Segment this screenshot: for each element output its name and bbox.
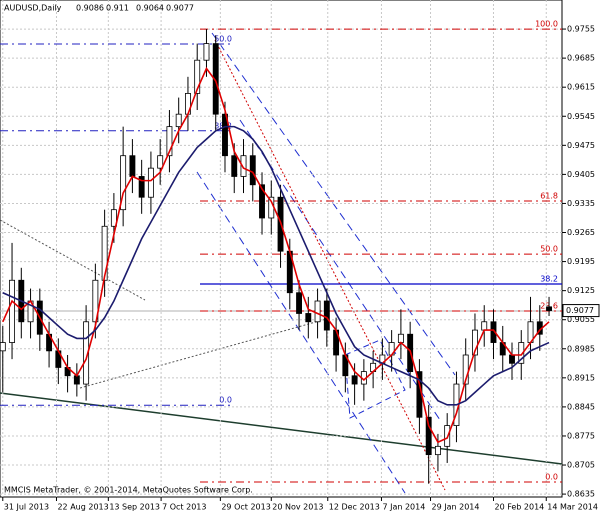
x-tick-label: 13 Sep 2013 xyxy=(109,503,160,512)
y-tick-label: 0.8635 xyxy=(567,490,595,499)
fib-label: 100.0 xyxy=(535,20,558,29)
candle-body xyxy=(0,342,6,352)
ohlc-close: 0.9077 xyxy=(166,4,194,13)
x-tick-label: 7 Jan 2014 xyxy=(382,503,425,512)
y-tick-label: 0.9545 xyxy=(567,112,595,121)
chart-title: AUDUSD,Daily xyxy=(4,4,62,13)
y-tick-label: 0.8775 xyxy=(567,431,595,440)
candle-body xyxy=(490,321,497,343)
candle-body xyxy=(425,416,432,456)
x-tick-label: 22 Aug 2013 xyxy=(57,503,108,512)
candle-body xyxy=(323,300,330,331)
candle-body xyxy=(129,155,136,177)
fib-label: 0.0 xyxy=(219,396,232,405)
candle-body xyxy=(166,126,173,157)
channel-line xyxy=(239,119,441,421)
candle-body xyxy=(222,113,228,157)
candle-body xyxy=(518,342,525,364)
footer: MMCIS MetaTrader, © 2001-2014, MetaQuote… xyxy=(4,486,253,495)
ohlc-open: 0.9086 xyxy=(76,4,104,13)
channel-line xyxy=(196,171,406,494)
channel-box xyxy=(344,339,406,419)
candle-body xyxy=(240,155,247,177)
fib-label: 50.0 xyxy=(214,35,232,44)
candle-body xyxy=(259,184,265,219)
x-tick-label: 12 Dec 2013 xyxy=(329,503,380,512)
candle-body xyxy=(175,113,182,128)
candle-body xyxy=(157,155,164,169)
candle-body xyxy=(147,167,154,198)
y-tick-label: 0.9615 xyxy=(567,83,595,92)
y-tick-label: 0.9265 xyxy=(567,228,595,237)
ohlc-low: 0.9064 xyxy=(136,4,164,13)
candle-body xyxy=(194,59,201,94)
y-tick-label: 0.9335 xyxy=(567,199,595,208)
candle-body xyxy=(138,176,145,198)
candle-body xyxy=(203,43,210,61)
y-tick-label: 0.9405 xyxy=(567,170,595,179)
y-tick-label: 0.9195 xyxy=(567,257,595,266)
y-tick-label: 0.9125 xyxy=(567,286,595,295)
candle-body xyxy=(509,354,515,364)
candle-body xyxy=(231,155,238,177)
dotted-line xyxy=(79,317,331,389)
candle-body xyxy=(305,313,312,323)
x-tick-label: 14 Mar 2014 xyxy=(547,503,598,512)
candle-body xyxy=(314,300,321,323)
candle-body xyxy=(481,321,488,331)
ohlc-high: 0.911 xyxy=(106,4,129,13)
candle-body xyxy=(110,209,117,227)
fib-label: 50.0 xyxy=(540,245,558,254)
price-label: 0.9077 xyxy=(566,306,594,315)
y-tick-label: 0.9055 xyxy=(567,315,595,324)
y-tick-label: 0.9755 xyxy=(567,25,595,34)
candle-body xyxy=(296,292,303,314)
fib-label: 38.2 xyxy=(540,275,558,284)
y-tick-label: 0.9475 xyxy=(567,141,595,150)
fib-label: 61.8 xyxy=(540,191,558,200)
candle-body xyxy=(546,306,552,311)
x-tick-label: 31 Jul 2013 xyxy=(4,503,49,512)
x-tick-label: 20 Nov 2013 xyxy=(272,503,323,512)
drawings xyxy=(0,0,563,497)
fib-trend-line xyxy=(214,39,446,491)
y-tick-label: 0.8915 xyxy=(567,373,595,382)
x-tick-label: 7 Oct 2013 xyxy=(162,503,206,512)
candle-body xyxy=(351,375,358,385)
candle-body xyxy=(9,279,15,343)
y-tick-label: 0.8985 xyxy=(567,344,595,353)
channel-line xyxy=(211,32,456,376)
y-tick-label: 0.8705 xyxy=(567,461,595,470)
x-tick-label: 20 Feb 2014 xyxy=(494,503,544,512)
fib-label: 0.0 xyxy=(545,473,558,482)
x-tick-label: 29 Oct 2013 xyxy=(221,503,270,512)
candle-body xyxy=(120,155,127,211)
candle-body xyxy=(397,333,404,343)
candle-body xyxy=(212,43,219,115)
candle-body xyxy=(472,329,478,356)
x-tick-label: 29 Jan 2014 xyxy=(432,503,480,512)
candle-body xyxy=(434,445,441,456)
candle-body xyxy=(101,225,108,281)
candle-body xyxy=(73,375,80,385)
y-tick-label: 0.8845 xyxy=(567,402,595,411)
moving-average xyxy=(2,125,550,406)
price-box xyxy=(562,304,600,318)
candle-body xyxy=(249,155,256,186)
y-tick-label: 0.9685 xyxy=(567,54,595,63)
